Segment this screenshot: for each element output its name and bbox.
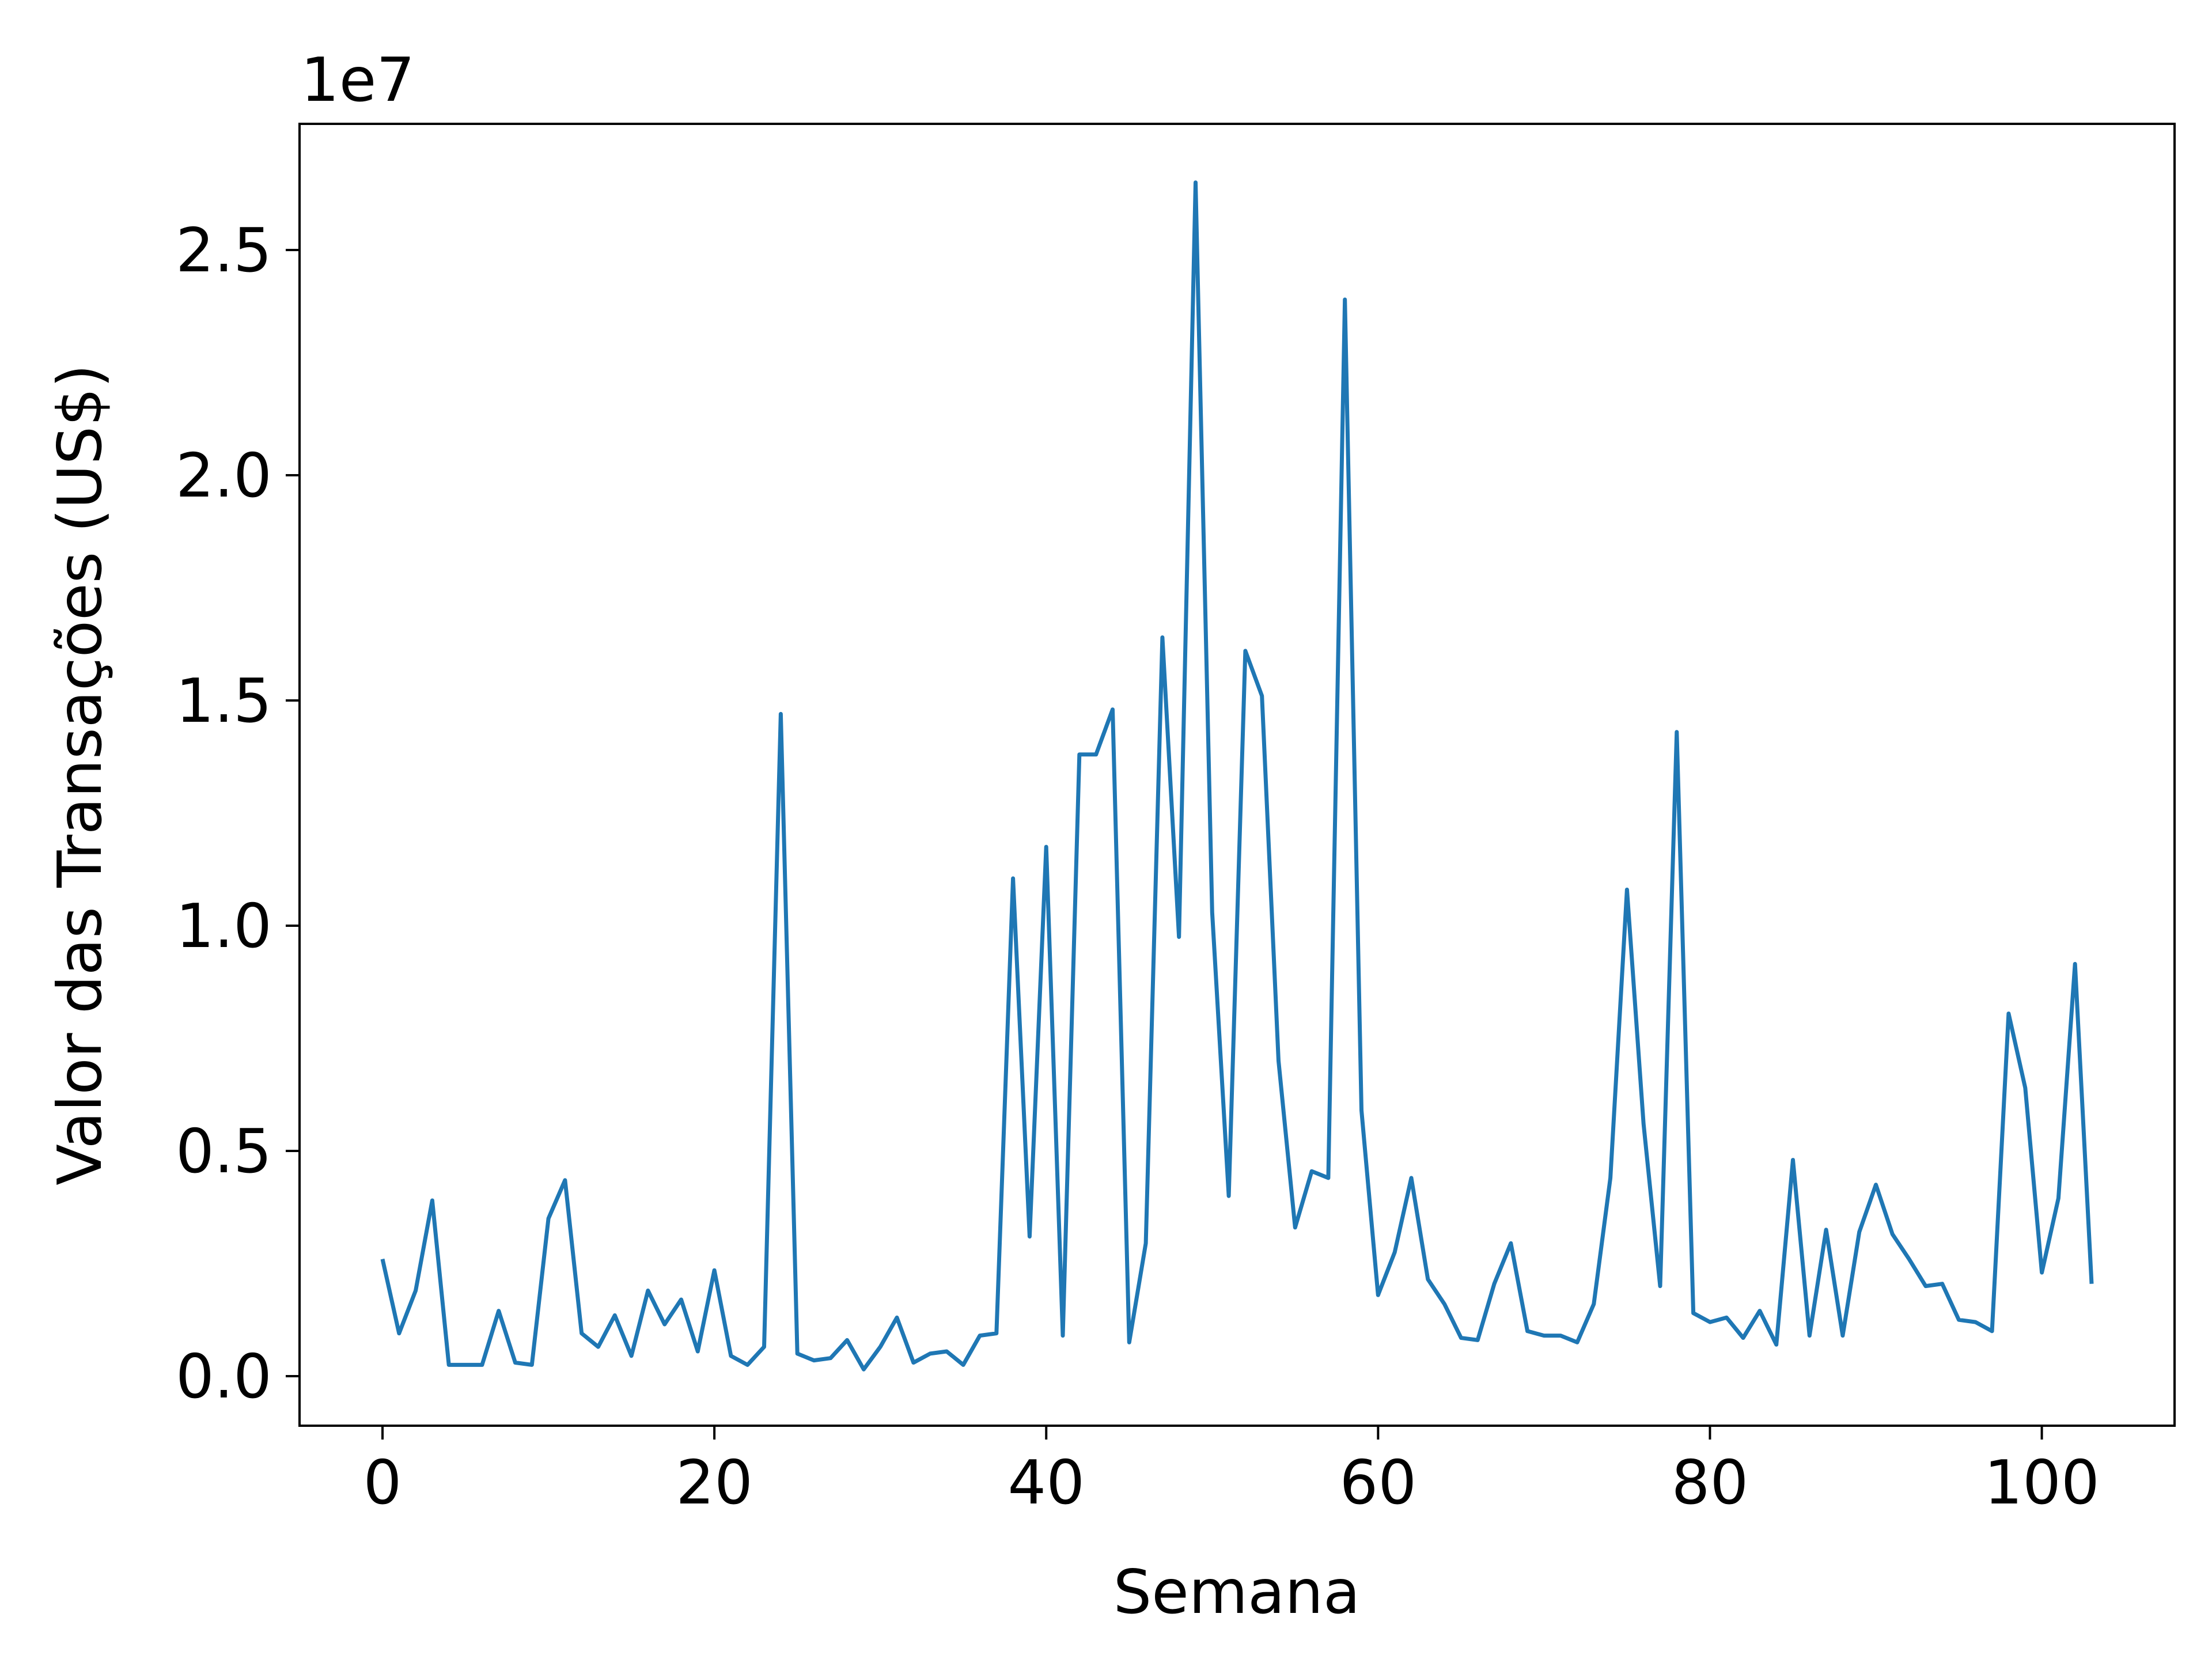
x-tick-label: 60 [1340, 1448, 1417, 1518]
x-axis-ticks: 0 20 40 60 80 100 [363, 1426, 2100, 1518]
x-tick-label: 80 [1672, 1448, 1749, 1518]
y-tick-label: 1.0 [176, 891, 272, 961]
x-tick-label: 20 [676, 1448, 753, 1518]
x-tick-label: 0 [363, 1448, 402, 1518]
y-tick-label: 2.0 [176, 441, 272, 511]
y-tick-label: 2.5 [176, 215, 272, 286]
x-tick-label: 40 [1007, 1448, 1085, 1518]
y-axis-label: Valor das Transações (US$) [45, 364, 115, 1185]
y-tick-label: 0.0 [176, 1342, 272, 1412]
y-tick-label: 1.5 [176, 666, 272, 736]
x-axis-label: Semana [1113, 1557, 1361, 1627]
axes-frame [298, 123, 2176, 1427]
y-tick-label: 0.5 [176, 1116, 272, 1187]
series-line-0 [380, 180, 2094, 1372]
y-axis-ticks: 0.0 0.5 1.0 1.5 2.0 2.5 [176, 215, 300, 1412]
x-tick-label: 100 [1984, 1448, 2099, 1518]
plot-area [380, 180, 2094, 1372]
y-axis-offset-text: 1e7 [301, 45, 415, 115]
